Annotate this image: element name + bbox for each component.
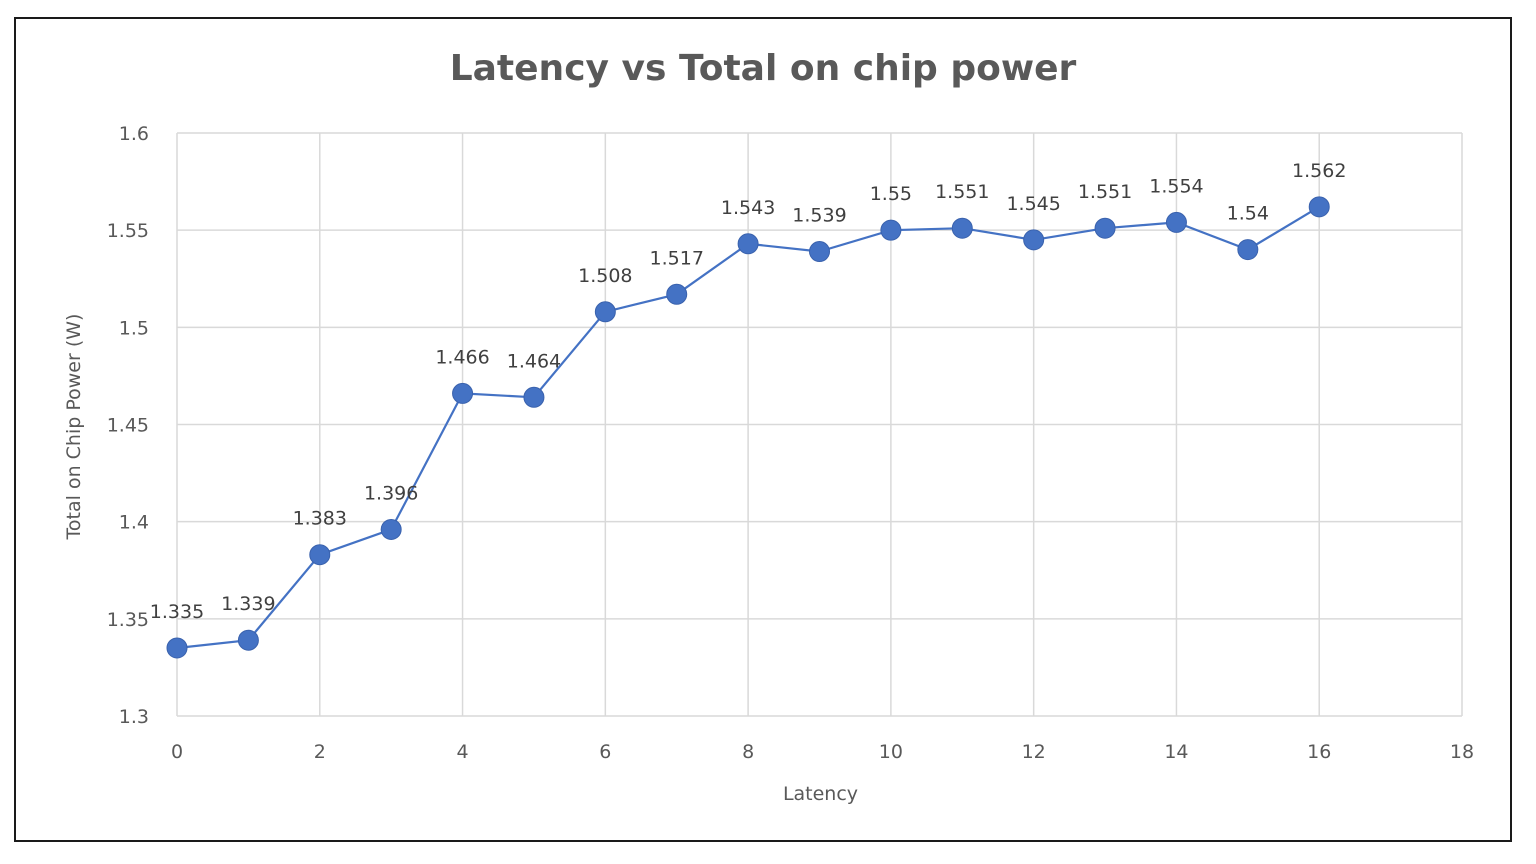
- y-axis-label: Total on Chip Power (W): [63, 314, 85, 541]
- data-labels: 1.335 1.339 1.383 1.396 1.466 1.464 1.508 1.517…: [150, 160, 1347, 623]
- y-tick-label: 1.4: [119, 512, 149, 534]
- data-point: [880, 219, 902, 241]
- data-label: 1.551: [935, 181, 989, 203]
- data-label: 1.396: [364, 482, 418, 504]
- x-tick-label: 16: [1307, 741, 1331, 763]
- data-point: [309, 544, 331, 566]
- data-label: 1.517: [650, 247, 704, 269]
- data-point: [809, 241, 830, 263]
- data-label: 1.562: [1292, 160, 1346, 182]
- x-tick-label: 4: [457, 741, 469, 763]
- data-label: 1.339: [221, 593, 275, 615]
- grid-lines: [176, 132, 1463, 717]
- chart-frame: [14, 17, 1512, 842]
- y-tick-label: 1.5: [119, 317, 149, 339]
- chart-title: Latency vs Total on chip power: [449, 48, 1077, 89]
- data-label: 1.55: [870, 183, 912, 205]
- x-tick-label: 14: [1164, 741, 1188, 763]
- data-point: [737, 233, 759, 255]
- data-label: 1.383: [293, 508, 347, 530]
- x-tick-label: 12: [1022, 741, 1046, 763]
- x-axis-ticks: 0 2 4 6 8 10 12 14 16 18: [171, 741, 1474, 763]
- series-markers: [166, 196, 1330, 659]
- data-point: [166, 637, 188, 659]
- y-tick-label: 1.6: [119, 123, 149, 145]
- y-tick-label: 1.35: [107, 609, 149, 631]
- y-tick-label: 1.45: [107, 415, 149, 437]
- x-tick-label: 18: [1450, 741, 1474, 763]
- x-tick-label: 10: [879, 741, 903, 763]
- data-label: 1.335: [150, 601, 204, 623]
- data-label: 1.539: [792, 205, 846, 227]
- data-point: [951, 217, 973, 239]
- data-label: 1.466: [435, 346, 489, 368]
- x-axis-label: Latency: [783, 783, 858, 805]
- data-point: [1094, 217, 1116, 239]
- data-label: 1.551: [1078, 181, 1132, 203]
- data-point: [1165, 211, 1187, 233]
- data-label: 1.554: [1149, 175, 1203, 197]
- data-label: 1.545: [1006, 193, 1060, 215]
- data-label: 1.543: [721, 197, 775, 219]
- y-tick-label: 1.55: [107, 220, 149, 242]
- y-axis-ticks: 1.3 1.35 1.4 1.45 1.5 1.55 1.6: [107, 123, 149, 728]
- data-point: [666, 283, 688, 305]
- data-point: [594, 301, 616, 323]
- x-tick-label: 8: [742, 741, 754, 763]
- x-tick-label: 6: [599, 741, 611, 763]
- data-point: [1308, 196, 1330, 218]
- data-label: 1.54: [1227, 203, 1269, 225]
- data-point: [1237, 239, 1259, 261]
- data-point: [1023, 229, 1045, 251]
- data-point: [523, 386, 545, 408]
- data-point: [237, 629, 259, 651]
- x-tick-label: 0: [171, 741, 183, 763]
- data-point: [452, 382, 474, 404]
- data-label: 1.508: [578, 265, 632, 287]
- x-tick-label: 2: [314, 741, 326, 763]
- data-point: [380, 518, 402, 540]
- data-label: 1.464: [507, 350, 561, 372]
- y-tick-label: 1.3: [119, 706, 149, 728]
